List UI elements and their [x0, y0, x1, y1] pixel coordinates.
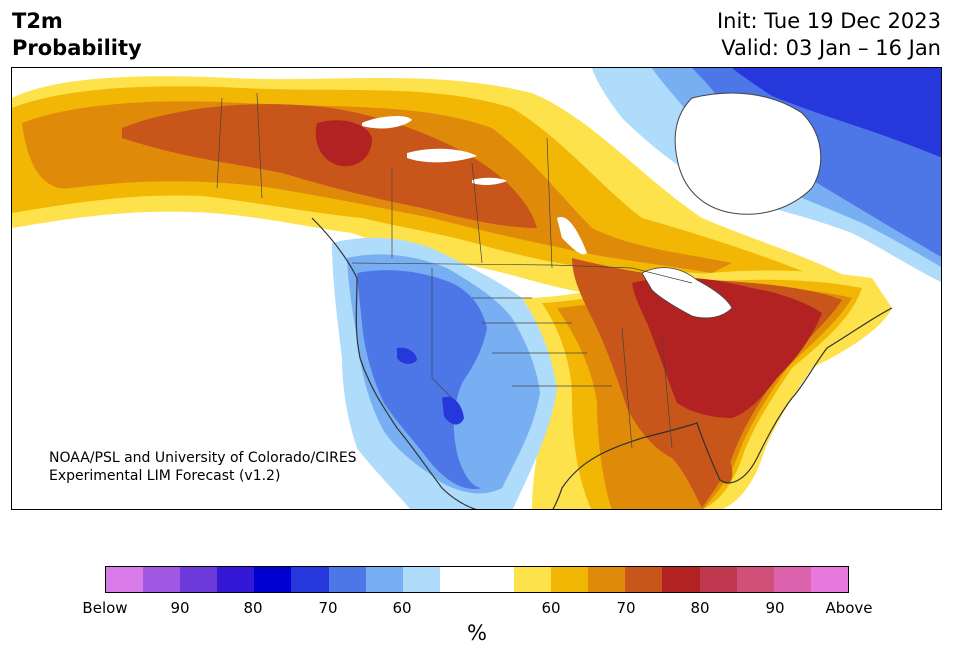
- colorbar-tick-60-below: 60: [392, 599, 412, 617]
- colorbar-swatch: [439, 567, 477, 592]
- colorbar-tick-60-above: 60: [541, 599, 561, 617]
- colorbar-swatch: [291, 567, 329, 592]
- colorbar-swatch: [662, 567, 700, 592]
- valid-range: Valid: 03 Jan – 16 Jan: [721, 36, 941, 60]
- credit-line-2: Experimental LIM Forecast (v1.2): [49, 468, 281, 484]
- region-above-80-east: [632, 277, 822, 418]
- region-below-85-west: [397, 347, 464, 425]
- colorbar-tick-70-above: 70: [616, 599, 636, 617]
- great-lake-c: [472, 177, 507, 186]
- great-lake-b: [407, 148, 477, 163]
- colorbar-unit: %: [467, 621, 487, 645]
- colorbar-swatch: [180, 567, 218, 592]
- west-coastline: [311, 217, 477, 509]
- colorbar-swatch: [217, 567, 255, 592]
- colorbar-swatch: [402, 567, 440, 592]
- colorbar-swatch: [773, 567, 811, 592]
- region-above-80-north: [315, 120, 372, 167]
- colorbar-tick-80-below: 80: [243, 599, 263, 617]
- hudson-bay: [674, 92, 822, 215]
- credit-line-1: NOAA/PSL and University of Colorado/CIRE…: [49, 450, 357, 466]
- colorbar-swatch: [328, 567, 366, 592]
- lake-winnipeg: [557, 217, 587, 255]
- colorbar-tick-above: Above: [825, 599, 873, 617]
- title-block: T2m Probability: [12, 8, 142, 62]
- colorbar-swatch: [736, 567, 774, 592]
- colorbar-swatch: [143, 567, 181, 592]
- region-above-75-north: [122, 104, 537, 228]
- colorbar-swatch: [514, 567, 552, 592]
- colorbar-swatch: [106, 567, 144, 592]
- credit-text: NOAA/PSL and University of Colorado/CIRE…: [49, 449, 357, 485]
- colorbar: [105, 566, 849, 593]
- colorbar-tick-80-above: 80: [690, 599, 710, 617]
- product-title: Probability: [12, 36, 142, 60]
- map-panel: [11, 67, 942, 510]
- colorbar-tick-70-below: 70: [318, 599, 338, 617]
- east-coastline: [552, 307, 893, 509]
- probability-map: [12, 68, 941, 509]
- colorbar-swatch: [254, 567, 292, 592]
- colorbar-tick-90-above: 90: [765, 599, 785, 617]
- colorbar-swatch: [365, 567, 403, 592]
- colorbar-swatch: [476, 567, 515, 592]
- region-florida: [702, 418, 733, 484]
- colorbar-swatch: [588, 567, 626, 592]
- region-below-90-east-canada: [732, 68, 941, 158]
- great-lakes-east: [641, 267, 733, 319]
- colorbar-tick-90-below: 90: [170, 599, 190, 617]
- colorbar-tick-below: Below: [82, 599, 128, 617]
- border-lines: [216, 92, 693, 449]
- variable-title: T2m: [12, 9, 63, 33]
- colorbar-swatch: [699, 567, 737, 592]
- colorbar-swatch: [810, 567, 848, 592]
- region-below-80-west: [357, 270, 487, 489]
- init-date: Init: Tue 19 Dec 2023: [716, 9, 941, 33]
- date-block: Init: Tue 19 Dec 2023 Valid: 03 Jan – 16…: [717, 8, 941, 62]
- great-lake-a: [362, 116, 412, 129]
- colorbar-swatch: [551, 567, 589, 592]
- colorbar-swatch: [625, 567, 663, 592]
